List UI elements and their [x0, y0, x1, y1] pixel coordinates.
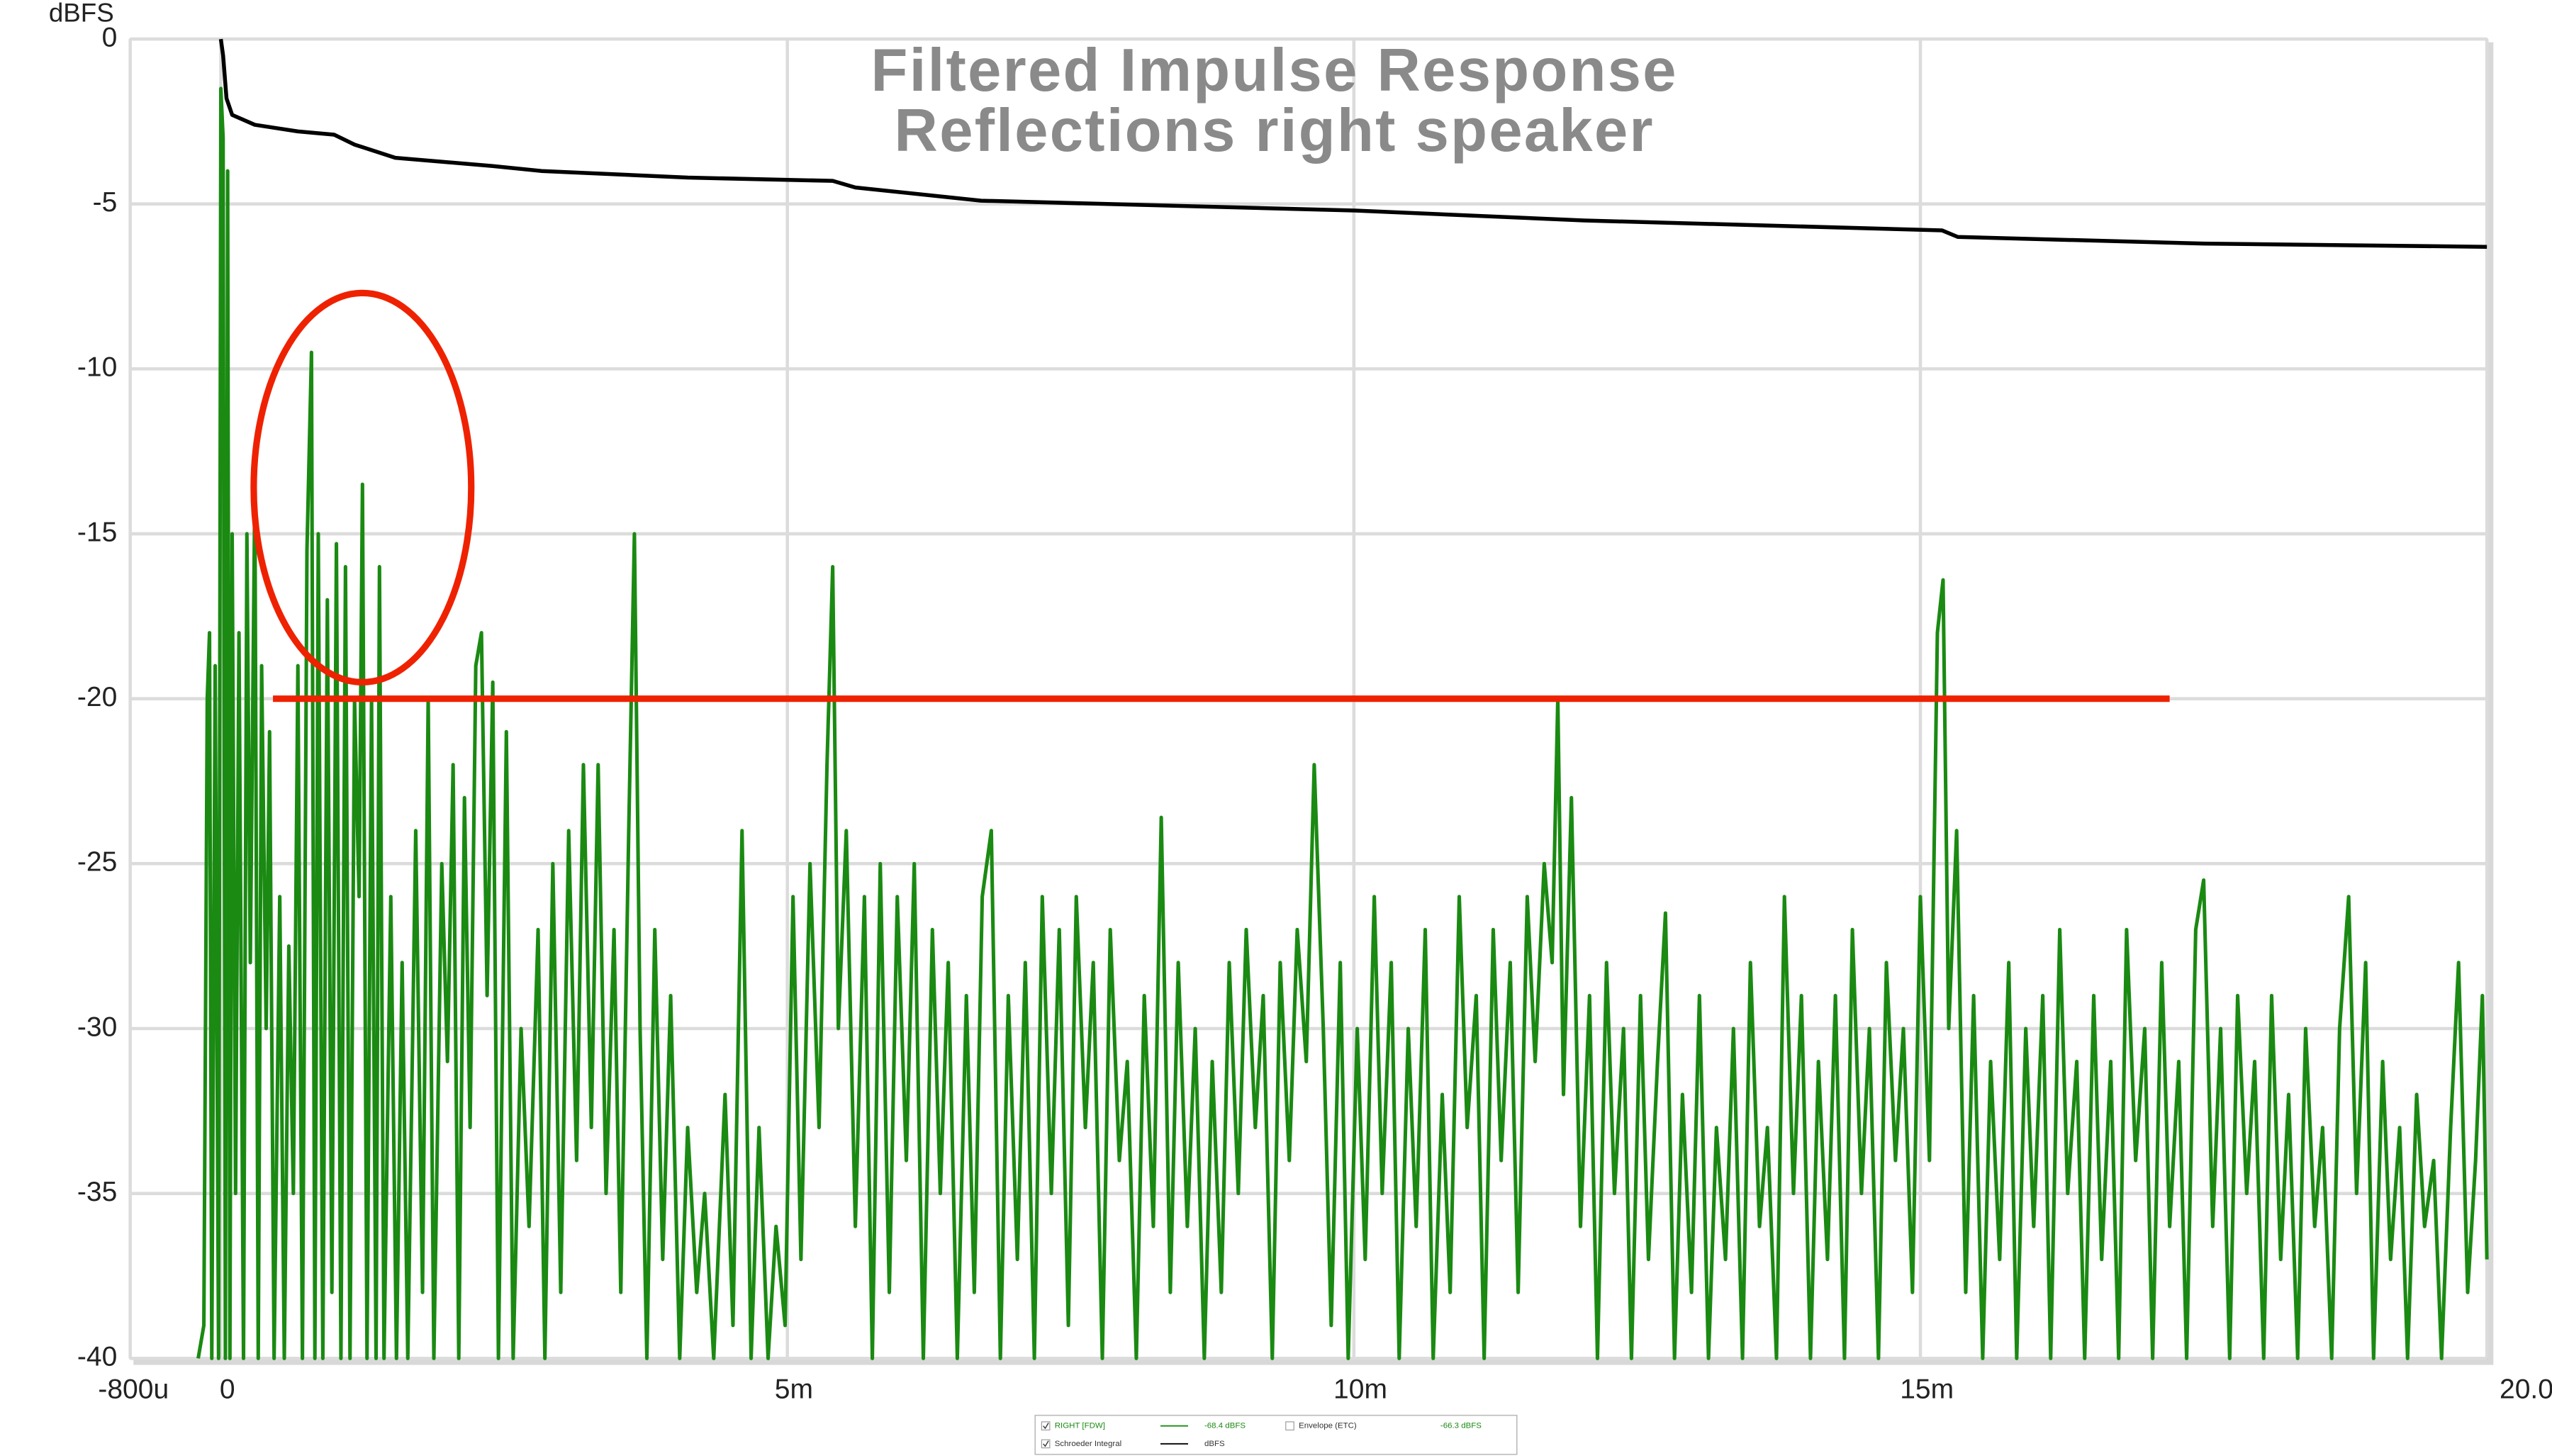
- x-tick-label: 20.0m s: [2500, 1374, 2552, 1405]
- y-tick-label: -35: [77, 1177, 117, 1207]
- legend-check: [1043, 1423, 1049, 1430]
- series-line: [196, 86, 2489, 1360]
- y-tick-label: -30: [77, 1012, 117, 1042]
- plot: [196, 38, 2489, 1360]
- legend-box: [1034, 1414, 1518, 1455]
- x-tick-label: -800u: [98, 1374, 169, 1405]
- legend-readout: dBFS: [1204, 1440, 1225, 1448]
- y-tick-label: -20: [77, 682, 117, 712]
- y-tick-label: -5: [93, 187, 118, 218]
- series-line: [218, 38, 2487, 249]
- highlight-ellipse: [250, 289, 475, 686]
- x-tick-label: 5m: [775, 1374, 813, 1405]
- legend-readout: -68.4 dBFS: [1204, 1422, 1246, 1430]
- ticks: 0 -5 -10 -15 -20 -25 -30 -35 -40-800u 0 5m 10m 15m 20…: [77, 22, 2552, 1404]
- legend-label: Envelope (ETC): [1299, 1422, 1357, 1430]
- y-tick-label: -10: [77, 352, 117, 383]
- y-tick-label: 0: [102, 22, 118, 52]
- y-tick-label: -15: [77, 517, 117, 547]
- legend-label: Schroeder Integral: [1055, 1440, 1121, 1448]
- y-axis-label: dBFS: [49, 0, 114, 27]
- x-tick-label: 0: [220, 1374, 235, 1405]
- legend-check: [1043, 1440, 1049, 1447]
- legend-readout: -66.3 dBFS: [1440, 1422, 1482, 1430]
- x-tick-label: 10m: [1333, 1374, 1387, 1405]
- legend-checkbox: [1041, 1439, 1051, 1449]
- chart-title: Filtered Impulse Response: [871, 36, 1678, 103]
- legend-label: RIGHT [FDW]: [1055, 1422, 1105, 1430]
- y-tick-label: -25: [77, 847, 117, 878]
- x-tick-label: 15m: [1900, 1374, 1954, 1405]
- legend-checkbox: [1285, 1421, 1294, 1430]
- legend: RIGHT [FDW] -68.4 dBFS Envelope (ETC) -66.3…: [1041, 1421, 1482, 1449]
- legend-checkbox: [1041, 1421, 1051, 1430]
- chart-subtitle: Reflections right speaker: [895, 96, 1655, 164]
- annotations: [250, 289, 2170, 702]
- y-tick-label: -40: [77, 1342, 117, 1372]
